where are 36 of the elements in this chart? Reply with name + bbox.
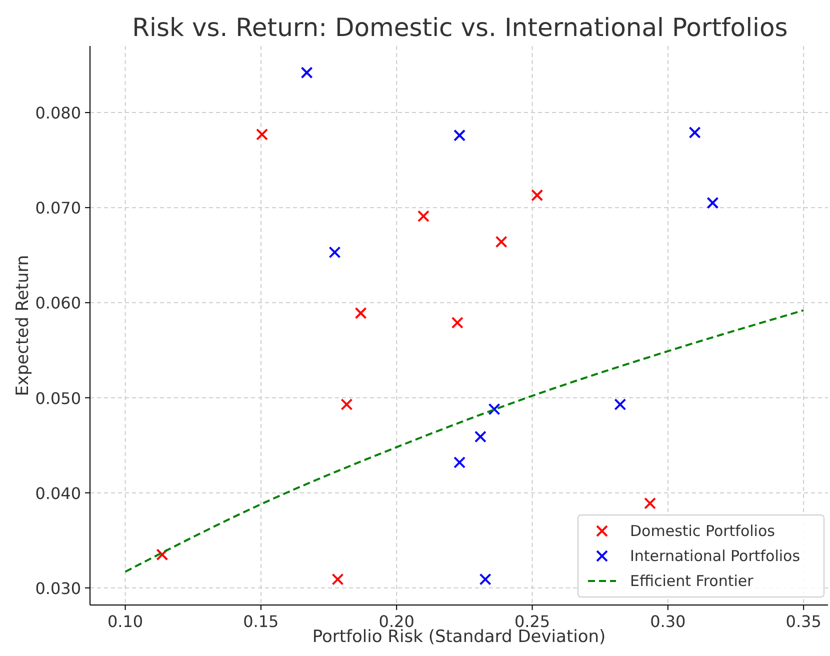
y-tick-label: 0.050 [35, 388, 81, 408]
point [644, 497, 656, 510]
line-series [124, 309, 805, 573]
point [495, 236, 508, 248]
point [340, 398, 353, 410]
point [614, 398, 626, 410]
x-tick-label: 0.15 [243, 612, 279, 631]
point [531, 189, 544, 202]
point [688, 126, 701, 139]
y-tick-label: 0.070 [35, 198, 81, 218]
point [332, 573, 344, 586]
legend-label: International Portfolios [630, 547, 800, 565]
y-tick-label: 0.080 [35, 104, 81, 123]
point [474, 430, 486, 443]
point [454, 129, 466, 142]
point [256, 128, 268, 140]
point [300, 66, 313, 79]
y-tick-label: 0.060 [35, 294, 81, 313]
point [451, 316, 464, 329]
point [156, 548, 168, 561]
x-tick-label: 0.35 [786, 612, 822, 631]
point [488, 403, 500, 416]
x-tick-label: 0.30 [650, 612, 686, 631]
chart-title: Risk vs. Return: Domestic vs. International Portfolios [132, 13, 788, 42]
point [454, 456, 466, 468]
y-tick-label: 0.030 [35, 578, 81, 598]
point [479, 573, 492, 586]
legend-label: Efficient Frontier [630, 572, 754, 590]
legend-label: Domestic Portfolios [630, 522, 776, 540]
y-tick-label: 0.040 [35, 484, 81, 503]
point [328, 246, 341, 258]
y-axis-title: Expected Return [13, 254, 33, 396]
point [706, 196, 719, 209]
point [354, 307, 367, 320]
point [417, 210, 430, 222]
x-tick-label: 0.10 [107, 612, 144, 631]
